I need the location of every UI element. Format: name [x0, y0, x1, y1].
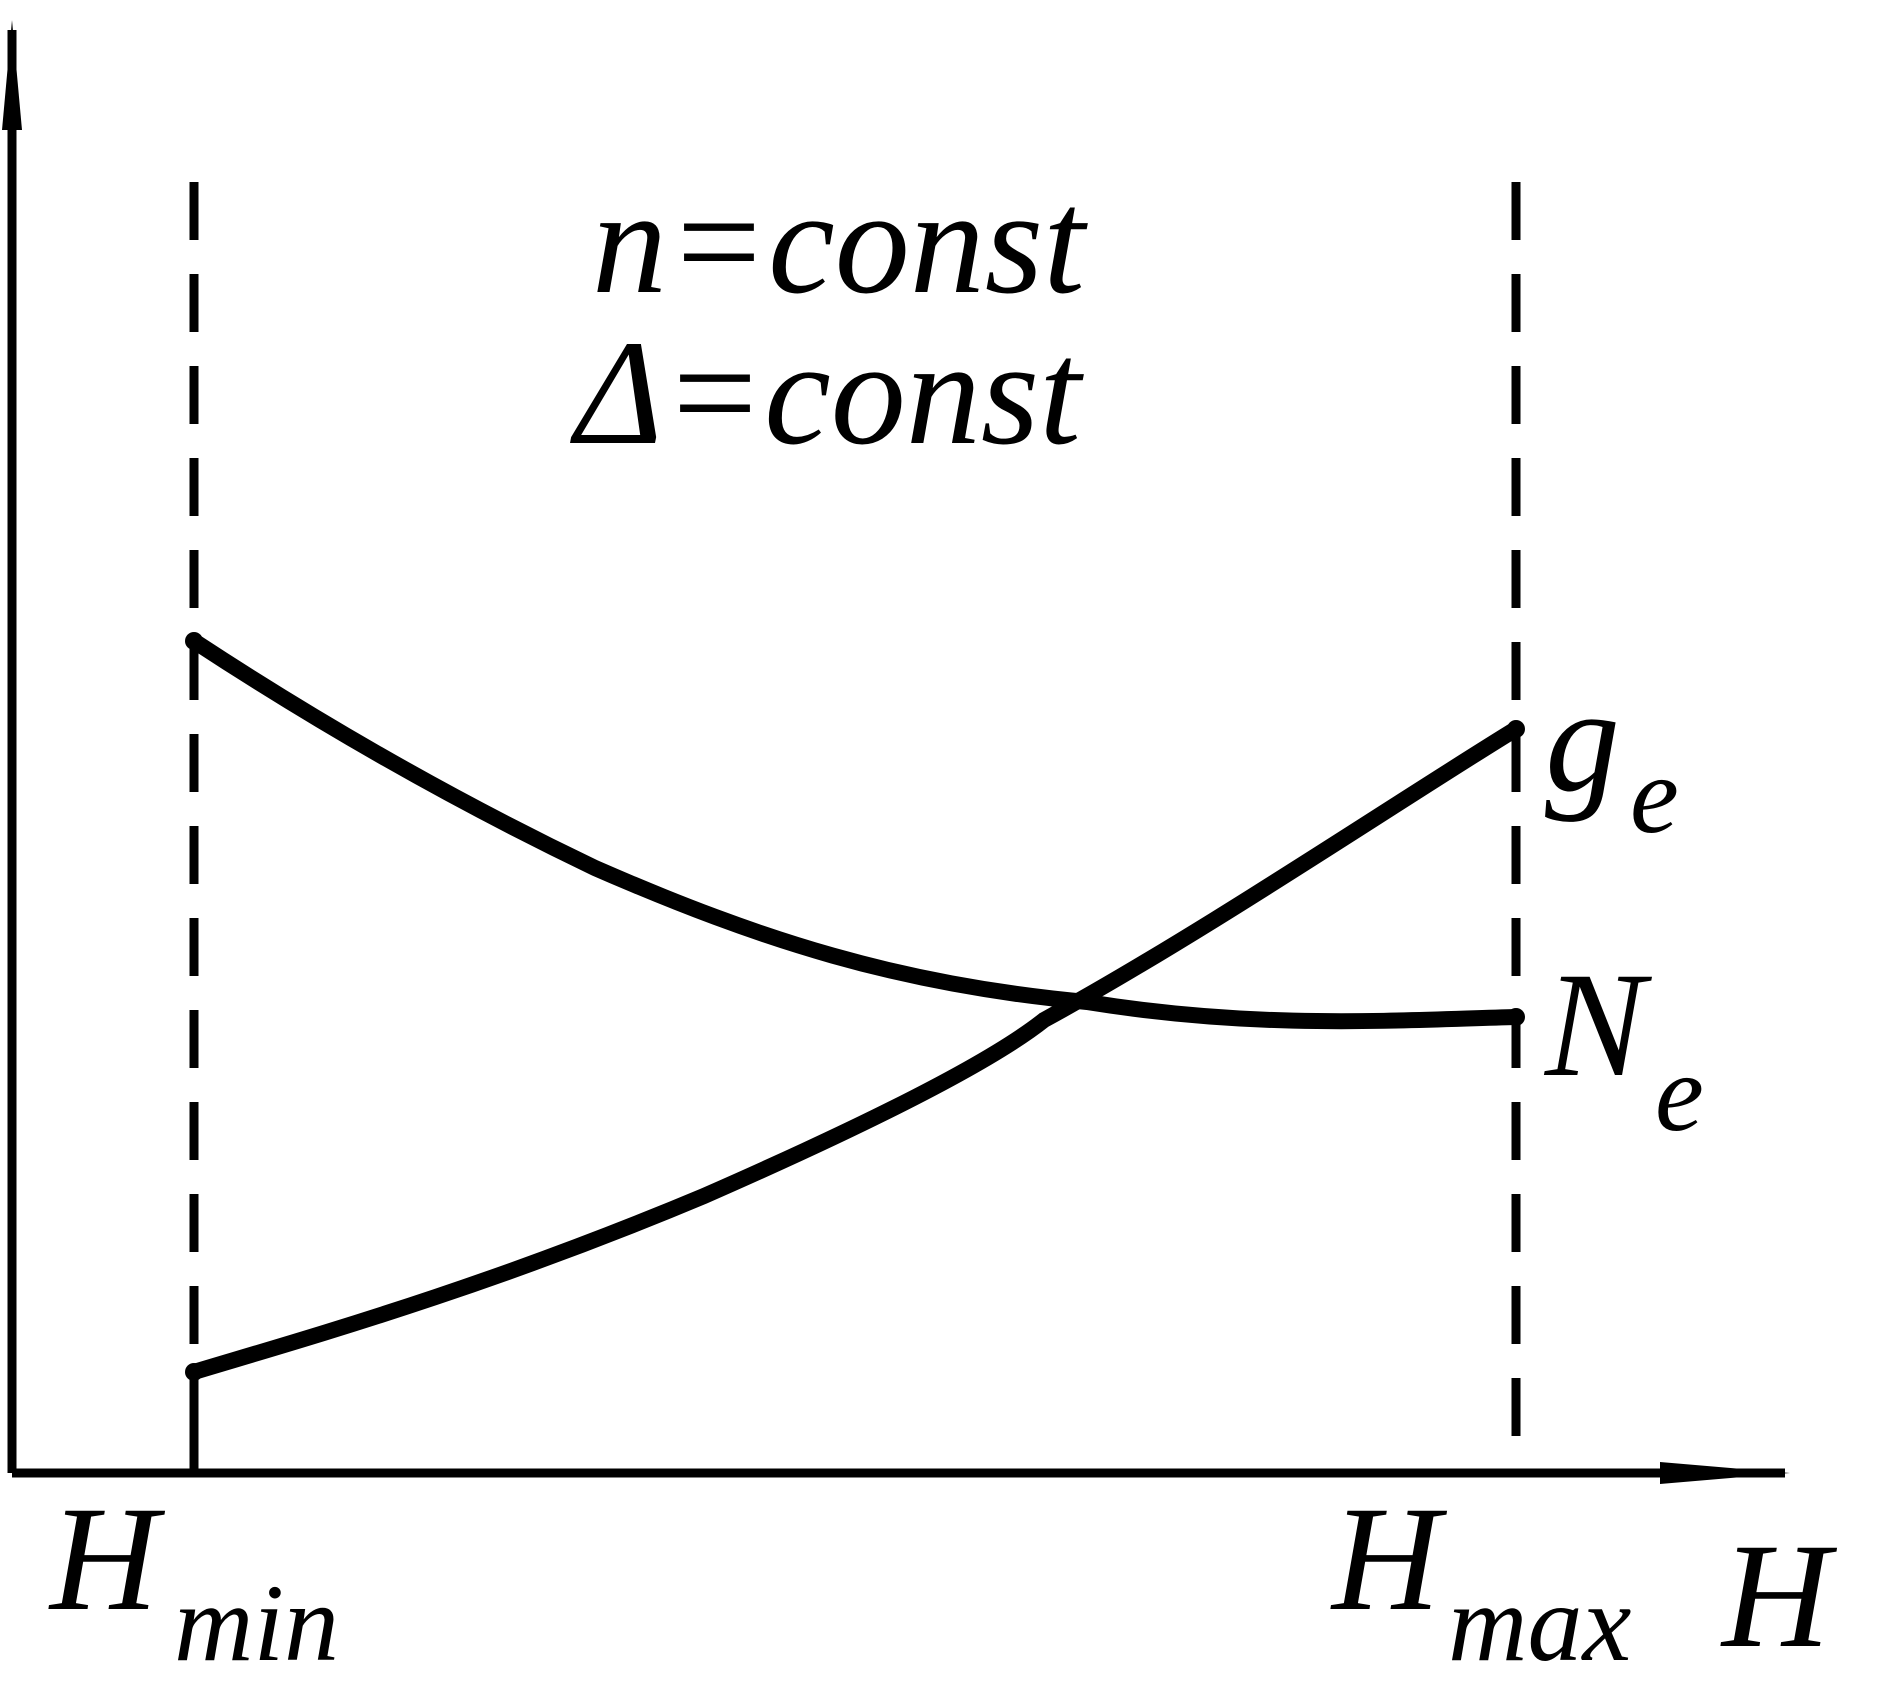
curve-end: [185, 1363, 203, 1381]
ne-curve: [189, 634, 1517, 1030]
curve-end: [1507, 1008, 1525, 1026]
y-arrow: [2, 20, 22, 130]
curve-end: [185, 632, 203, 650]
curve-subscript: e: [1655, 1032, 1704, 1154]
annotation: n=const: [592, 159, 1088, 325]
curve-label: g: [1545, 657, 1620, 823]
curve-subscript: e: [1630, 734, 1679, 856]
tick-label: H: [1330, 1476, 1448, 1642]
tick-subscript: max: [1448, 1562, 1631, 1684]
x-arrow: [1660, 1462, 1790, 1484]
axes: [7, 30, 1785, 1478]
curve-label: N: [1543, 942, 1652, 1108]
ge-curve: [191, 722, 1521, 1380]
tick-label: H: [48, 1476, 166, 1642]
curve-end: [1507, 720, 1525, 738]
limit-lines: [189, 182, 1521, 1473]
tick-subscript: min: [174, 1562, 339, 1684]
x-axis-label: H: [1720, 1513, 1838, 1679]
annotation: Δ=const: [570, 310, 1084, 476]
